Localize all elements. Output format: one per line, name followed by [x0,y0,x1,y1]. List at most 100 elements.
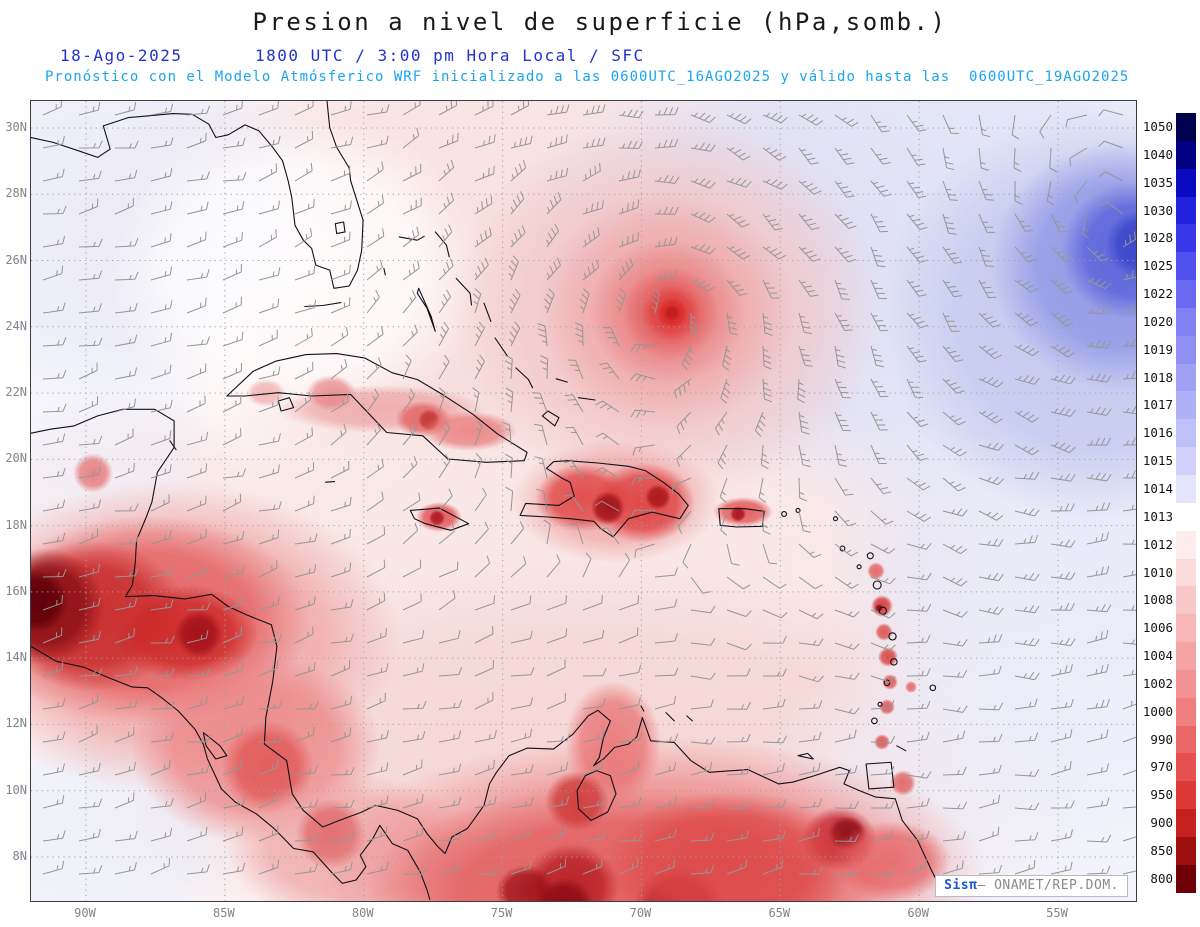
valid-date-label: 18-Ago-2025 [60,46,183,65]
colorbar-row: 1020 [1140,307,1198,336]
lat-tick-label: 18N [5,517,27,532]
colorbar-swatch [1176,196,1196,225]
colorbar-tick-label: 950 [1150,787,1173,803]
colorbar-row: 1002 [1140,669,1198,698]
colorbar-swatch [1176,614,1196,643]
pressure-colorbar: 1050 1040 1035 1030 1028 1025 1022 1020 1019 1018… [1140,113,1198,893]
colorbar-swatch [1176,447,1196,475]
colorbar-row: 1013 [1140,502,1198,531]
colorbar-row: 1019 [1140,335,1198,364]
lon-tick-label: 60W [907,906,929,920]
colorbar-tick-label: 970 [1150,759,1173,775]
colorbar-swatch [1176,224,1196,253]
colorbar-row: 1028 [1140,224,1198,253]
attribution-box: Sisπ– ONAMET/REP.DOM. [935,875,1128,897]
colorbar-tick-label: 1013 [1142,508,1173,524]
lat-tick-label: 22N [5,385,27,400]
colorbar-swatch [1176,113,1196,141]
lat-tick-label: 30N [5,120,27,134]
lon-tick-label: 75W [490,906,513,920]
colorbar-swatch [1176,502,1196,531]
colorbar-row: 1030 [1140,196,1198,225]
lon-tick-label: 85W [213,906,235,920]
lat-tick-label: 28N [5,186,27,201]
colorbar-swatch [1176,280,1196,308]
colorbar-row: 1025 [1140,252,1198,281]
colorbar-swatch [1176,558,1196,587]
colorbar-row: 800 [1140,864,1198,893]
colorbar-swatch [1176,753,1196,782]
lon-tick-label: 65W [768,906,791,920]
colorbar-row: 1006 [1140,614,1198,643]
colorbar-swatch [1176,586,1196,615]
map-plot [31,101,1136,901]
colorbar-tick-label: 1014 [1142,480,1173,496]
colorbar-row: 1017 [1140,391,1198,420]
lat-tick-label: 8N [12,848,27,863]
colorbar-row: 1016 [1140,419,1198,448]
map-canvas: Sisπ– ONAMET/REP.DOM. [30,100,1137,902]
colorbar-swatch [1176,725,1196,754]
colorbar-tick-label: 1008 [1142,592,1173,608]
colorbar-tick-label: 990 [1150,731,1173,747]
colorbar-row: 1040 [1140,140,1198,169]
colorbar-row: 970 [1140,753,1198,782]
colorbar-swatch [1176,391,1196,420]
colorbar-row: 1014 [1140,474,1198,503]
lon-tick-label: 80W [351,906,374,920]
colorbar-row: 1008 [1140,586,1198,615]
colorbar-swatch [1176,419,1196,448]
lat-tick-label: 14N [5,650,27,665]
colorbar-swatch [1176,642,1196,670]
colorbar-tick-label: 800 [1150,870,1173,886]
colorbar-tick-label: 1012 [1142,536,1173,552]
colorbar-tick-label: 1030 [1142,202,1173,218]
colorbar-swatch [1176,781,1196,810]
colorbar-tick-label: 1017 [1142,397,1173,413]
lat-tick-label: 20N [5,451,27,466]
colorbar-swatch [1176,809,1196,837]
colorbar-tick-label: 1000 [1142,703,1173,719]
colorbar-tick-label: 1010 [1142,564,1173,580]
colorbar-tick-label: 1006 [1142,620,1173,636]
lat-tick-label: 12N [5,716,27,731]
colorbar-tick-label: 850 [1150,842,1173,858]
colorbar-row: 1000 [1140,697,1198,726]
grid-layer [31,101,1136,901]
attribution-source: – ONAMET/REP.DOM. [977,878,1119,893]
coastline-layer [31,101,945,900]
lat-tick-label: 16N [5,583,27,598]
colorbar-tick-label: 1018 [1142,369,1173,385]
lon-tick-label: 55W [1046,906,1068,920]
colorbar-row: 900 [1140,809,1198,837]
lat-tick-label: 10N [5,782,27,797]
colorbar-swatch [1176,363,1196,392]
chart-title: Presion a nivel de superficie (hPa,somb.… [252,8,948,36]
colorbar-tick-label: 1022 [1142,286,1173,302]
colorbar-swatch [1176,474,1196,503]
attribution-brand: Sisπ [944,878,978,893]
colorbar-row: 1012 [1140,530,1198,559]
valid-time-label: 1800 UTC / 3:00 pm Hora Local / SFC [255,46,645,65]
colorbar-swatch [1176,252,1196,281]
colorbar-tick-label: 1015 [1142,453,1173,469]
colorbar-tick-label: 1050 [1142,119,1173,134]
colorbar-tick-label: 1016 [1142,425,1173,441]
colorbar-row: 1050 [1140,113,1198,141]
colorbar-row: 1018 [1140,363,1198,392]
colorbar-row: 950 [1140,781,1198,810]
colorbar-row: 850 [1140,836,1198,865]
colorbar-swatch [1176,836,1196,865]
lon-tick-label: 90W [74,906,96,920]
colorbar-swatch [1176,307,1196,336]
colorbar-tick-label: 1020 [1142,313,1173,329]
colorbar-row: 990 [1140,725,1198,754]
colorbar-swatch [1176,140,1196,169]
colorbar-tick-label: 1019 [1142,341,1173,357]
colorbar-tick-label: 1028 [1142,230,1173,246]
lon-tick-label: 70W [629,906,652,920]
colorbar-swatch [1176,669,1196,698]
colorbar-row: 1015 [1140,447,1198,475]
colorbar-tick-label: 1025 [1142,258,1173,274]
